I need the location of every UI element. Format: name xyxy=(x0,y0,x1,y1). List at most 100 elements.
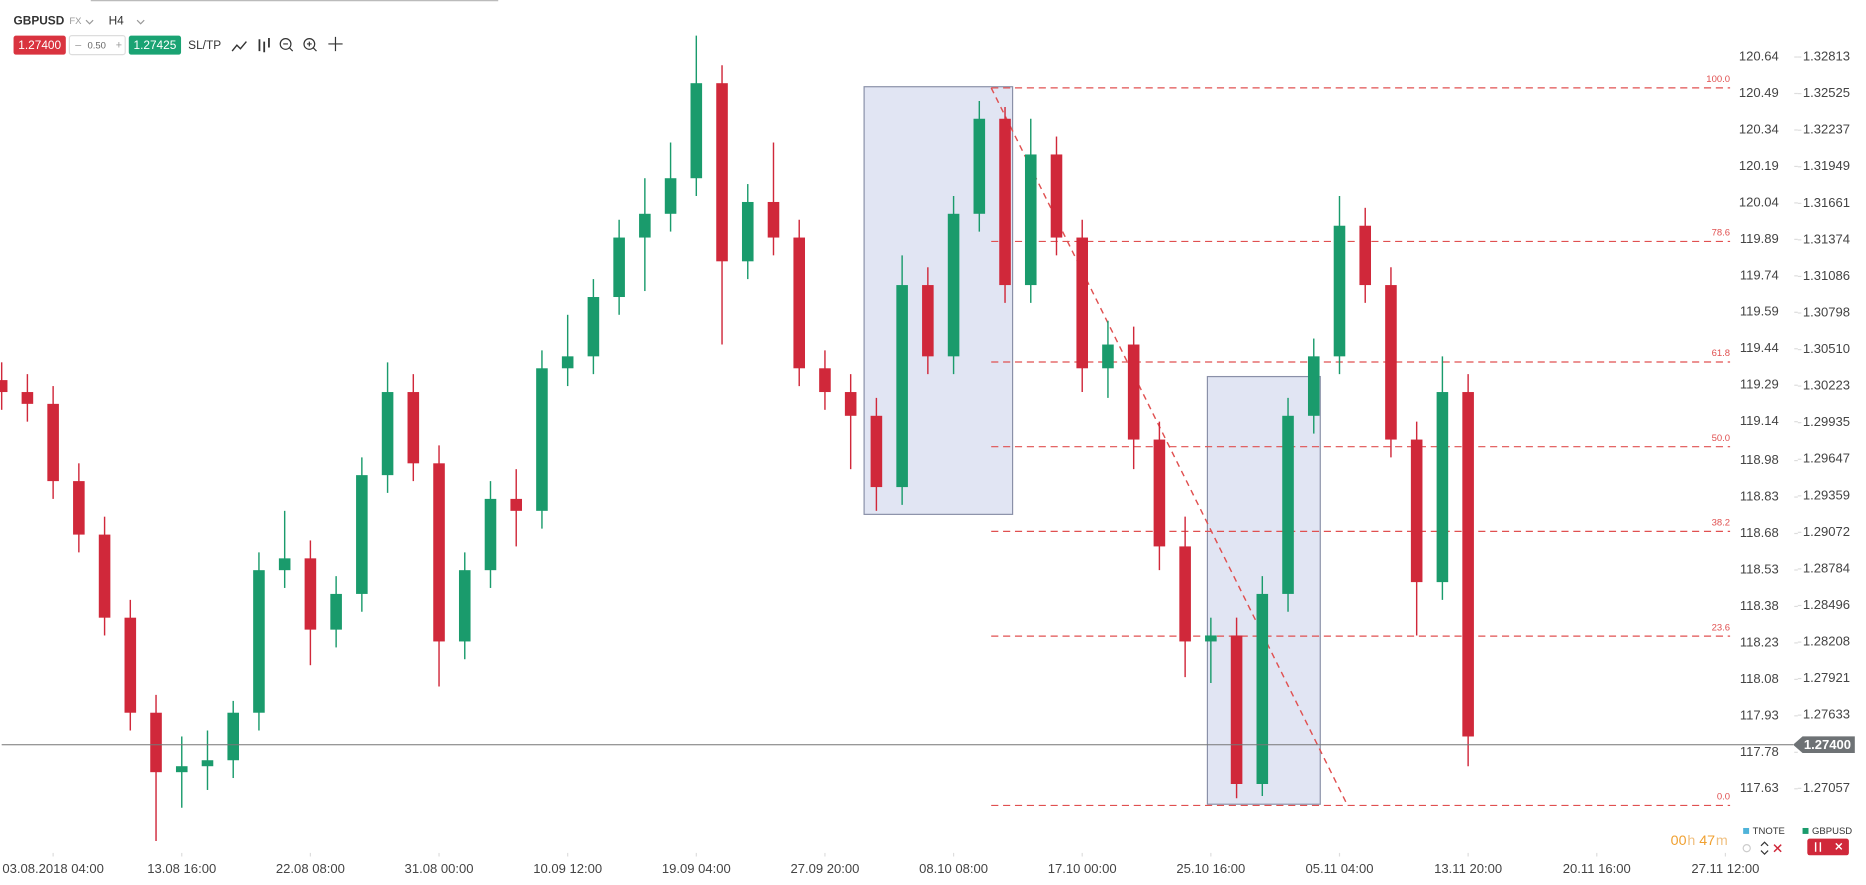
y2-tick-label: 120.34 xyxy=(1739,121,1779,136)
candle-body xyxy=(150,712,162,773)
line-chart-icon[interactable] xyxy=(231,41,247,52)
y-tick-label: 1.30510 xyxy=(1803,341,1850,356)
y2-tick-label: 118.98 xyxy=(1740,452,1779,467)
fib-level-label: 38.2 xyxy=(1712,518,1731,529)
fib-level-label: 23.6 xyxy=(1712,622,1731,633)
x-tick-label: 17.10 00:00 xyxy=(1048,861,1117,876)
y2-tick-label: 118.68 xyxy=(1740,525,1779,540)
candle-body xyxy=(613,237,625,298)
zoom-out-icon[interactable] xyxy=(279,38,292,50)
candle-body xyxy=(510,498,523,511)
y-tick-label: 1.31374 xyxy=(1803,231,1850,246)
remove-icon[interactable] xyxy=(1814,842,1843,852)
sltp-button[interactable]: SL/TP xyxy=(188,38,221,52)
y-tick-label: 1.29935 xyxy=(1803,414,1850,429)
minus[interactable]: – xyxy=(75,40,81,52)
x-tick-label: 25.10 16:00 xyxy=(1176,861,1245,876)
buy-price[interactable]: 1.27425 xyxy=(133,38,176,52)
fib-trend xyxy=(990,87,1349,806)
timer-minutes: 47 xyxy=(1699,833,1715,849)
candle-body xyxy=(999,118,1011,286)
y-tick-label: 1.32237 xyxy=(1803,122,1850,137)
zoom-out-icon[interactable] xyxy=(283,43,294,52)
candle-body xyxy=(1359,225,1372,286)
y2-tick-label: 118.23 xyxy=(1740,634,1779,649)
y2-tick-label: 119.74 xyxy=(1740,267,1779,282)
dropdown-icon[interactable] xyxy=(136,19,145,25)
dropdown-icon[interactable] xyxy=(85,19,94,25)
y2-tick-label: 119.14 xyxy=(1740,413,1779,428)
toolbar: GBPUSD FX H4 1.27400 – 0.50 + 1.27425 SL… xyxy=(13,14,343,56)
y2-tick-label: 120.64 xyxy=(1739,48,1779,63)
candle-body xyxy=(458,570,471,642)
candle-body xyxy=(47,403,59,482)
candle-icon[interactable] xyxy=(258,38,270,53)
sell-price[interactable]: 1.27400 xyxy=(18,38,61,52)
candle-body xyxy=(1462,392,1474,737)
y2-tick-label: 118.38 xyxy=(1740,598,1779,613)
fib-level-label: 61.8 xyxy=(1712,348,1731,359)
zoom-in-icon[interactable] xyxy=(306,41,317,52)
timeframe[interactable]: H4 xyxy=(109,14,125,28)
visibility-icon[interactable] xyxy=(1742,844,1751,853)
candle-body xyxy=(819,368,831,393)
y-tick-label: 1.27057 xyxy=(1803,780,1850,795)
y-tick-label: 1.27633 xyxy=(1803,707,1850,722)
remove-button[interactable] xyxy=(1807,838,1849,856)
y2-tick-label: 119.89 xyxy=(1740,231,1779,246)
candle-body xyxy=(21,392,34,404)
plot-area: 120.64 120.49 120.34 120.19 120.04 119.89 119.… xyxy=(0,35,1855,876)
x-tick-label: 19.09 04:00 xyxy=(662,861,731,876)
candle-body xyxy=(973,118,986,214)
x-tick-label: 03.08.2018 04:00 xyxy=(2,861,104,876)
fib-level-label: 0.0 xyxy=(1717,792,1730,803)
candle-body xyxy=(870,415,883,488)
x-tick-label: 20.11 16:00 xyxy=(1563,861,1631,876)
y-tick-label: 1.30798 xyxy=(1803,304,1850,319)
candle-body xyxy=(664,178,677,214)
y2-tick-label: 117.63 xyxy=(1740,780,1779,795)
y2-tick-label: 119.29 xyxy=(1740,377,1779,392)
x-tick-label: 10.09 12:00 xyxy=(533,861,602,876)
candle-body xyxy=(278,558,291,571)
sell-button[interactable] xyxy=(13,35,66,55)
y-tick-label: 1.30223 xyxy=(1803,378,1850,393)
candle-body xyxy=(1076,237,1089,369)
y2-tick-label: 117.78 xyxy=(1740,744,1779,759)
order-icon[interactable] xyxy=(1760,841,1769,855)
y2-tick-label: 118.53 xyxy=(1740,561,1779,576)
fib-level-label: 78.6 xyxy=(1712,228,1731,239)
timer-unit: h xyxy=(1687,833,1695,849)
candle-body xyxy=(0,380,8,393)
y-tick-label: 1.27921 xyxy=(1803,670,1850,685)
y-tick-label: 1.29072 xyxy=(1803,524,1850,539)
candle-body xyxy=(1205,635,1217,642)
spread: 0.50 xyxy=(87,40,106,51)
candle-body xyxy=(587,297,600,357)
plus[interactable]: + xyxy=(116,40,122,52)
candle-body xyxy=(896,285,908,488)
x-tick-label: 27.09 20:00 xyxy=(790,861,859,876)
candle-body xyxy=(1307,356,1320,416)
y-tick-label: 1.32525 xyxy=(1803,85,1850,100)
y2-tick-label: 119.59 xyxy=(1740,304,1779,319)
y-tick-label: 1.29647 xyxy=(1803,451,1850,466)
legend-swatch xyxy=(1743,827,1750,834)
candle-body xyxy=(201,760,214,767)
y-tick-label: 1.31661 xyxy=(1803,195,1850,210)
x-tick-label: 27.11 12:00 xyxy=(1691,861,1759,876)
candle-body xyxy=(124,617,137,713)
buy-button[interactable] xyxy=(128,35,182,55)
candle-body xyxy=(356,475,368,594)
candle-body xyxy=(407,392,420,464)
crosshair-icon[interactable] xyxy=(328,36,343,52)
close-icon[interactable] xyxy=(1773,844,1782,853)
symbol[interactable]: GBPUSD xyxy=(14,14,65,28)
candle-body xyxy=(1102,344,1114,369)
candle-body xyxy=(1410,439,1423,583)
market: FX xyxy=(69,16,82,27)
zoom-in-icon[interactable] xyxy=(303,38,316,50)
candle-body xyxy=(639,213,651,238)
candle-body xyxy=(793,237,806,369)
footer: 00 h 47 m xyxy=(1671,833,1849,856)
